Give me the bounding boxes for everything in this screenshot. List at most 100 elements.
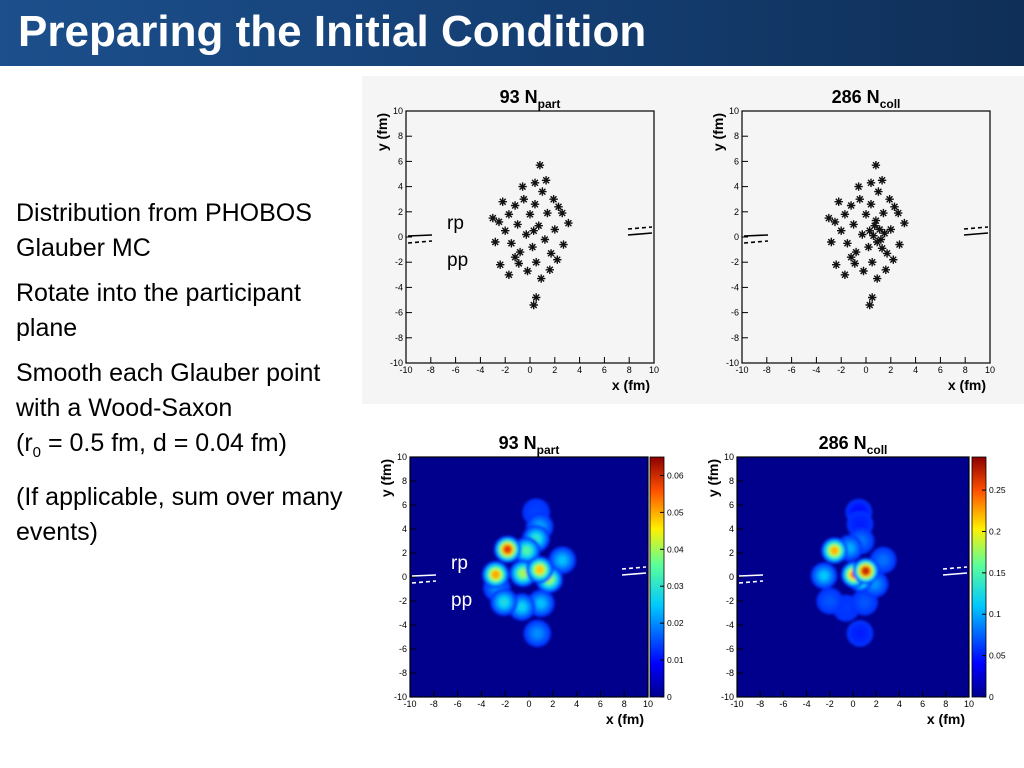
scatter1-xtick-label: -4: [812, 365, 820, 375]
bullet-3: Smooth each Glauber point with a Wood-Sa…: [16, 356, 364, 470]
scatter0-point: [504, 270, 514, 279]
scatter1-point: [874, 187, 883, 196]
scatter0-frame: [405, 110, 655, 364]
scatter0-point: [550, 225, 559, 234]
heatmap1-ytick-label: -2: [726, 596, 734, 606]
scatter1-point: [846, 201, 856, 210]
scatter1-point: [832, 260, 841, 269]
heatmap0-cell: [503, 545, 512, 554]
scatter0-point: [554, 202, 563, 211]
scatter1-ytick-label: -10: [726, 358, 739, 368]
scatter1-point: [868, 293, 877, 302]
bullet-1: Distribution from PHOBOS Glauber MC: [16, 199, 312, 262]
heatmap1-xtick-label: -6: [779, 699, 787, 709]
scatter0-point: [546, 249, 556, 258]
scatter0-point: [532, 293, 541, 302]
heatmap0-colorbar-label: 0.01: [667, 655, 684, 665]
scatter1-point: [840, 210, 850, 219]
heatmap1-xtick-label: 0: [850, 699, 855, 709]
heatmap1-ytick-label: -8: [726, 668, 734, 678]
scatter0-rp-line-left: [407, 234, 433, 237]
scatter0-point: [523, 266, 532, 276]
heatmap1-ytick-label: -6: [726, 644, 734, 654]
slide-title: Preparing the Initial Condition: [18, 7, 647, 56]
scatter1-point: [837, 226, 846, 235]
scatter0-point: [507, 239, 516, 248]
heatmap0-xtick-label: 0: [526, 699, 531, 709]
heatmap1-rp-line-right: [942, 572, 968, 576]
scatter0-ytick-label: -2: [395, 257, 403, 267]
heatmap1-cell: [820, 571, 828, 580]
heatmap0-ytick-label: 0: [402, 572, 407, 582]
scatter0-xtick-label: 2: [552, 365, 557, 375]
scatter1-ytick-label: -8: [731, 333, 739, 343]
bullet-4: (If applicable, sum over many events): [16, 483, 343, 546]
scatter0-title: 93 Npart: [500, 87, 561, 111]
heatmap0-colorbar-label: 0.02: [667, 618, 684, 628]
scatter1-ytick-label: 0: [734, 232, 739, 242]
scatter0-point: [518, 182, 527, 191]
scatter1-pp-line-left: [743, 240, 769, 244]
scatter1-point: [873, 274, 882, 283]
heatmap0-ytick-label: -8: [399, 668, 407, 678]
scatter0-xtick-label: 8: [627, 365, 632, 375]
heatmap0-cell: [519, 569, 528, 578]
scatter1-point: [890, 202, 899, 211]
scatter0-ytick-label: 0: [398, 232, 403, 242]
heatmap0-pp-label: pp: [451, 590, 472, 611]
scatter1-point: [889, 255, 898, 264]
heatmap0-xtick-label: -6: [454, 699, 462, 709]
scatter0-point: [535, 161, 545, 170]
scatter0-point: [522, 230, 531, 239]
scatter1-point: [871, 161, 881, 170]
scatter0-point: [510, 201, 520, 210]
scatter0-rp-line-right: [627, 232, 653, 236]
scatter0-pp-label: pp: [447, 250, 468, 271]
heatmap-figure-svg: 00.010.020.030.040.050.06-10-10-8-8-6-6-…: [378, 433, 1006, 727]
heatmap1-xtick-label: 4: [897, 699, 902, 709]
scatter1-point: [850, 259, 859, 268]
heatmap1-xtick-label: -8: [756, 699, 764, 709]
heatmap0-xtick-label: 8: [622, 699, 627, 709]
scatter0-point: [529, 226, 538, 235]
scatter1-ytick-label: -4: [731, 282, 739, 292]
scatter0-ytick-label: -4: [395, 282, 403, 292]
scatter1-point: [840, 270, 850, 279]
scatter0-xtick-label: -6: [452, 365, 460, 375]
scatter1-point: [849, 220, 858, 229]
scatter0-title-sub: part: [538, 97, 561, 111]
scatter0-point: [514, 259, 523, 268]
heatmap0-rp-label: rp: [451, 553, 468, 574]
heatmap0-ytick-label: 10: [397, 452, 407, 462]
scatter1-point: [866, 200, 876, 209]
scatter1-point: [843, 239, 852, 248]
scatter-figure: -10 -10 -8 -8 -6 -6 -4 -4 -2 -2 0 0 2 2 4 4 6 6 8 8 10 10 x (f…: [362, 76, 1024, 404]
scatter0-point: [545, 265, 554, 274]
scatter0-point: [504, 210, 514, 219]
heatmap1-cell: [825, 597, 834, 605]
scatter1-point: [866, 178, 876, 187]
scatter1-xtick-label: 2: [888, 365, 893, 375]
heatmap1-cell: [842, 604, 850, 613]
scatter1-xtick-label: 8: [963, 365, 968, 375]
scatter1-point: [864, 242, 873, 252]
scatter1-xtick-label: 6: [938, 365, 943, 375]
scatter0-point: [496, 260, 505, 269]
scatter1-point: [877, 176, 887, 185]
heatmap1-ytick-label: 10: [724, 452, 734, 462]
scatter0-point: [528, 242, 537, 252]
scatter1-point: [879, 208, 888, 218]
heatmap1-xtick-label: 6: [920, 699, 925, 709]
scatter0-ytick-label: -8: [395, 333, 403, 343]
heatmap1-colorbar-label: 0.25: [989, 485, 1006, 495]
heatmap1-colorbar-label: 0: [989, 692, 994, 702]
scatter1-point: [824, 213, 833, 223]
heatmap0-ytick-label: 6: [402, 500, 407, 510]
scatter1-point: [868, 258, 877, 267]
heatmap0-cell: [536, 599, 545, 608]
scatter1-pp-line-right: [963, 226, 989, 230]
scatter0-point: [543, 208, 552, 218]
heatmap1-rp-line-left: [738, 574, 764, 577]
heatmap0-ytick-label: -2: [399, 596, 407, 606]
heatmap1-colorbar-label: 0.05: [989, 651, 1006, 661]
